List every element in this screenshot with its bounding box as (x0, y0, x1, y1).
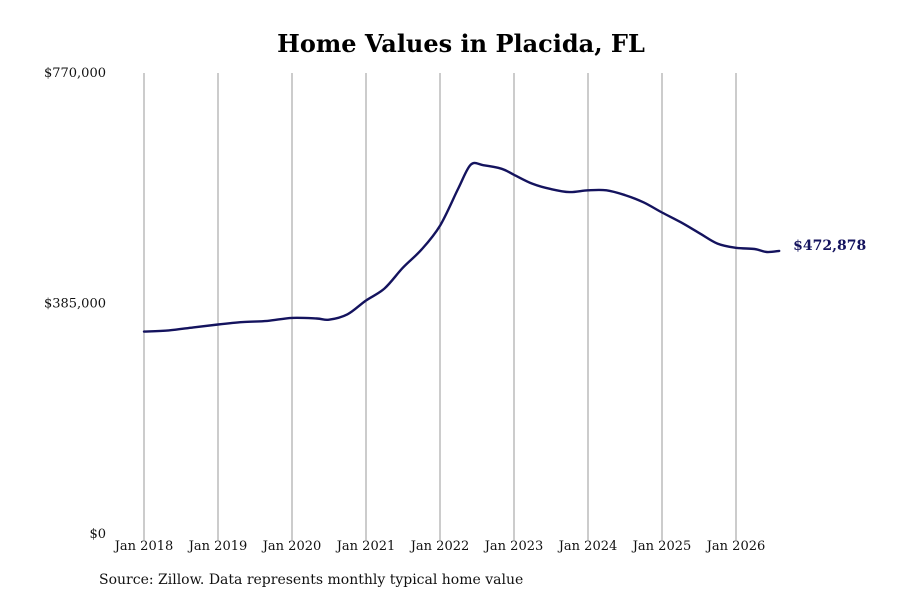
x-tick-label-8: Jan 2026 (705, 539, 766, 554)
x-tick-label-2: Jan 2020 (261, 539, 322, 554)
series-line-0 (142, 161, 781, 333)
x-tick-label-3: Jan 2021 (335, 539, 396, 554)
chart-title: Home Values in Placida, FL (277, 29, 645, 58)
x-tick-label-1: Jan 2019 (187, 539, 248, 554)
x-tick-label-4: Jan 2022 (409, 539, 470, 554)
y-axis-tick-labels: $0 $385,000 $770,000 (44, 66, 106, 542)
x-tick-label-7: Jan 2025 (631, 539, 692, 554)
x-tick-label-0: Jan 2018 (113, 539, 174, 554)
end-value-label-0: $472,878 (793, 238, 866, 254)
x-tick-label-5: Jan 2023 (483, 539, 544, 554)
x-tick-label-6: Jan 2024 (557, 539, 618, 554)
source-note: Source: Zillow. Data represents monthly … (99, 572, 524, 588)
x-axis-tick-labels: Jan 2018 Jan 2019 Jan 2020 Jan 2021 Jan 2022… (113, 539, 766, 554)
y-tick-label-2: $770,000 (44, 66, 106, 81)
series-layer (142, 161, 781, 333)
annotation-layer: $472,878 (793, 238, 866, 254)
y-tick-label-0: $0 (89, 527, 106, 542)
y-tick-label-1: $385,000 (44, 297, 106, 312)
vertical-gridlines (143, 73, 737, 540)
